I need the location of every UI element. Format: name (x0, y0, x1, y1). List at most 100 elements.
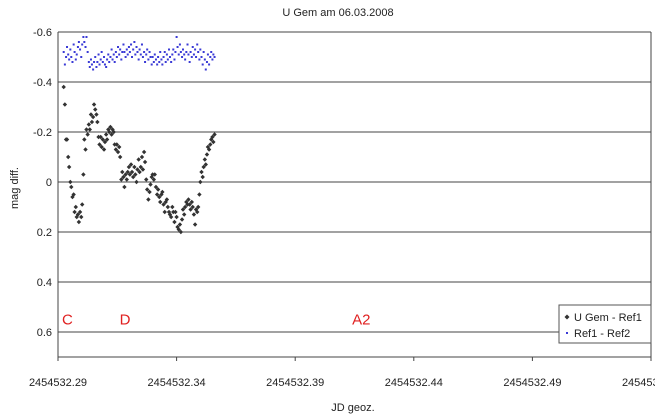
data-point (107, 53, 110, 56)
data-point (138, 48, 141, 51)
data-point (128, 51, 131, 53)
data-point (148, 182, 153, 187)
data-point (95, 119, 100, 125)
data-point (99, 144, 104, 150)
data-point (86, 122, 92, 127)
data-point (178, 43, 181, 46)
y-tick-label: -0.4 (33, 77, 52, 89)
data-point (159, 51, 162, 53)
data-point (114, 51, 117, 53)
data-point (137, 169, 142, 175)
data-point (191, 46, 194, 48)
data-point (132, 164, 137, 170)
data-point (94, 112, 99, 117)
data-point (154, 58, 157, 61)
data-point (125, 169, 130, 175)
y-tick-label: 0 (46, 177, 52, 189)
data-point (63, 63, 66, 66)
data-point (202, 157, 208, 162)
data-point (183, 53, 186, 56)
data-point (157, 194, 162, 200)
data-point (145, 53, 148, 56)
data-point (72, 43, 75, 46)
data-point (144, 177, 149, 182)
data-point (179, 51, 182, 53)
data-point (65, 154, 71, 160)
data-point (134, 53, 137, 56)
x-axis-label: JD geoz. (331, 402, 374, 414)
data-point (114, 142, 120, 147)
data-point (122, 184, 127, 190)
data-point (144, 61, 147, 63)
data-point (172, 48, 175, 51)
data-point (165, 53, 168, 56)
data-point (64, 137, 70, 142)
data-point (116, 144, 122, 150)
data-point (179, 217, 185, 222)
data-point (133, 172, 138, 177)
chart-title: U Gem am 06.03.2008 (282, 7, 393, 19)
data-point (197, 192, 202, 197)
data-point (131, 56, 134, 58)
data-point (102, 139, 108, 145)
data-point (113, 61, 116, 63)
data-point (80, 56, 83, 58)
data-point (75, 53, 78, 56)
data-point (205, 144, 211, 150)
data-point (147, 58, 150, 61)
data-point (106, 127, 111, 132)
data-point (61, 84, 66, 90)
data-point (98, 134, 103, 140)
x-tick-label: 2454532.39 (266, 377, 324, 389)
data-point (109, 56, 112, 58)
data-point (115, 149, 121, 155)
x-axis-ticks: 2454532.29 2454532.34 2454532.39 2454532.44… (29, 357, 655, 389)
data-point (185, 51, 188, 53)
data-point (204, 152, 210, 157)
data-point (125, 48, 128, 51)
data-point (161, 202, 166, 207)
data-point (151, 177, 157, 182)
data-point (155, 187, 161, 192)
data-point (210, 134, 215, 140)
data-point (65, 56, 68, 58)
annotation-a2: A2 (352, 312, 370, 329)
data-point (197, 51, 200, 53)
data-point (111, 58, 114, 61)
data-point (186, 43, 189, 46)
data-point (204, 68, 207, 71)
data-point (153, 184, 159, 190)
data-point (76, 46, 79, 48)
data-point (135, 167, 140, 172)
data-point (158, 199, 163, 205)
data-point (124, 56, 127, 58)
data-point (162, 209, 167, 215)
data-point (182, 48, 185, 51)
data-point (200, 56, 203, 58)
y-axis-ticks: -0.6 -0.4 -0.2 0 0.2 0.4 0.6 (33, 27, 52, 339)
y-tick-label: 0.4 (37, 277, 52, 289)
data-point (212, 53, 215, 56)
data-series (61, 36, 217, 235)
data-point (129, 169, 135, 175)
data-point (71, 61, 74, 63)
data-point (85, 36, 88, 38)
data-point (103, 63, 106, 66)
data-point (206, 147, 212, 152)
data-point (146, 197, 151, 202)
data-point (91, 102, 97, 107)
data-point (189, 51, 192, 53)
y-axis-label: mag diff. (9, 167, 21, 209)
data-point (115, 56, 118, 58)
data-point (110, 48, 113, 51)
data-point (188, 61, 191, 63)
data-point (75, 212, 81, 217)
data-point (138, 164, 143, 170)
data-point (199, 48, 202, 51)
data-point (68, 58, 71, 61)
data-point (98, 63, 101, 66)
data-point (184, 199, 189, 205)
data-point (117, 46, 120, 48)
annotations: C D A2 (62, 312, 370, 329)
